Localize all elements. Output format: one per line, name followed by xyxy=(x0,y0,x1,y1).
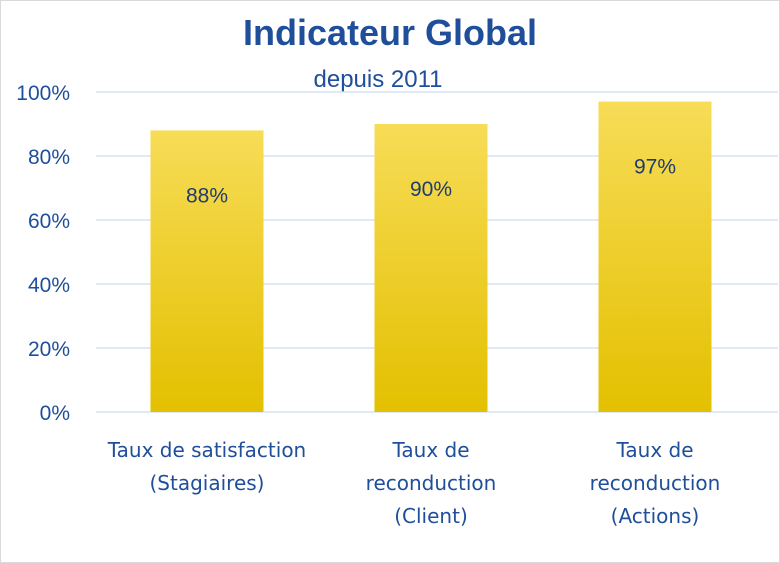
category-label-line: (Client) xyxy=(394,504,468,528)
category-label-line: reconduction xyxy=(366,471,497,495)
bars xyxy=(150,101,712,412)
y-tick-label: 80% xyxy=(28,146,70,169)
bar xyxy=(598,101,712,412)
y-tick-label: 100% xyxy=(16,82,70,105)
chart-title: Indicateur Global xyxy=(242,12,538,53)
category-label: Taux de reconduction (Client) xyxy=(366,438,497,528)
x-axis-categories: Taux de satisfaction (Stagiaires) Taux de r… xyxy=(107,438,721,528)
data-label: 90% xyxy=(410,178,452,201)
data-label: 97% xyxy=(634,156,676,179)
y-axis-ticks: 0% 20% 40% 60% 80% 100% xyxy=(16,82,70,425)
bar xyxy=(150,130,264,412)
category-label-line: (Actions) xyxy=(611,504,700,528)
y-tick-label: 0% xyxy=(40,402,70,425)
y-tick-label: 60% xyxy=(28,210,70,233)
category-label: Taux de reconduction (Actions) xyxy=(590,438,721,528)
category-label-line: Taux de xyxy=(615,438,693,462)
y-tick-label: 20% xyxy=(28,338,70,361)
chart-subtitle: depuis 2011 xyxy=(313,66,443,93)
data-label: 88% xyxy=(186,184,228,207)
category-label-line: Taux de xyxy=(391,438,469,462)
category-label-line: reconduction xyxy=(590,471,721,495)
category-label-line: (Stagiaires) xyxy=(150,471,265,495)
bar xyxy=(374,124,488,412)
category-label: Taux de satisfaction (Stagiaires) xyxy=(107,438,307,495)
y-tick-label: 40% xyxy=(28,274,70,297)
data-labels: 88% 90% 97% xyxy=(186,156,676,208)
category-label-line: Taux de satisfaction xyxy=(107,438,307,462)
